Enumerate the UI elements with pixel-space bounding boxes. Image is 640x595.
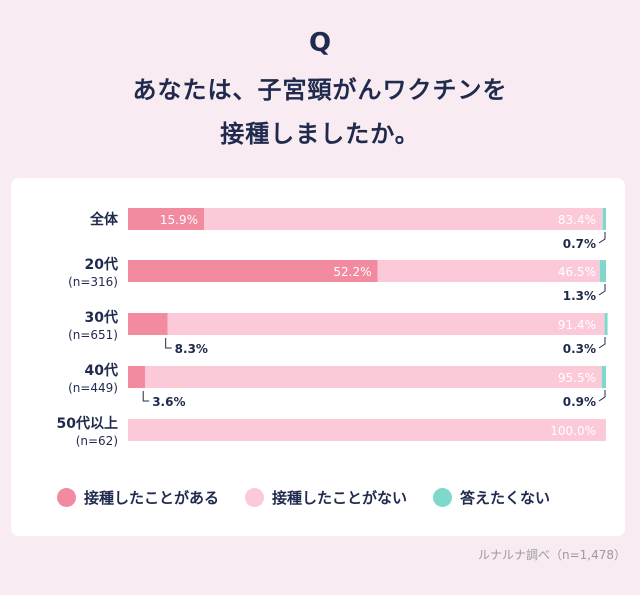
category-sublabel-30s: (n=651) bbox=[68, 328, 118, 342]
legend-label-not-vaccinated: 接種したことがない bbox=[272, 488, 408, 507]
bar-not-vaccinated-40s bbox=[145, 366, 602, 388]
stacked-bar-chart: 全体 15.9% 83.4% 0.7% 20代 (n=316) 52.2% 46.5% 1.3%… bbox=[57, 208, 608, 448]
legend-swatch-no-answer bbox=[433, 487, 453, 507]
bar-no-answer-all bbox=[602, 208, 606, 230]
source-note: ルナルナ調べ（n=1,478） bbox=[477, 548, 626, 562]
legend-label-vaccinated: 接種したことがある bbox=[84, 488, 220, 507]
leader-line-no-answer-30s bbox=[598, 337, 606, 349]
legend: 接種したことがある 接種したことがない 答えたくない bbox=[57, 485, 576, 509]
data-label-not-vaccinated-20s: 46.5% bbox=[558, 265, 596, 279]
chart-card: 全体 15.9% 83.4% 0.7% 20代 (n=316) 52.2% 46.5% 1.3%… bbox=[11, 178, 625, 536]
legend-swatch-vaccinated bbox=[57, 487, 76, 507]
data-label-no-answer-40s: 0.9% bbox=[563, 395, 596, 409]
bar-no-answer-30s bbox=[604, 313, 608, 335]
data-label-no-answer-all: 0.7% bbox=[563, 237, 596, 251]
bar-vaccinated-30s bbox=[128, 313, 168, 335]
question-title: あなたは、子宮頸がんワクチンを 接種しましたか。 bbox=[0, 68, 640, 156]
data-label-vaccinated-30s: 8.3% bbox=[175, 342, 208, 356]
data-label-vaccinated-all: 15.9% bbox=[160, 213, 198, 227]
data-label-not-vaccinated-40s: 95.5% bbox=[558, 371, 596, 385]
category-label-all: 全体 bbox=[89, 211, 119, 228]
leader-line-no-answer-all bbox=[598, 232, 606, 244]
category-label-50s-plus: 50代以上 bbox=[57, 415, 118, 432]
bar-no-answer-20s bbox=[599, 260, 606, 282]
legend-item-no-answer: 答えたくない bbox=[433, 487, 550, 508]
legend-label-no-answer: 答えたくない bbox=[460, 488, 551, 507]
bar-no-answer-40s bbox=[601, 366, 606, 388]
data-label-not-vaccinated-30s: 91.4% bbox=[558, 318, 596, 332]
question-mark: Q bbox=[308, 28, 332, 58]
leader-line-no-answer-20s bbox=[598, 284, 606, 296]
data-label-no-answer-30s: 0.3% bbox=[563, 342, 596, 356]
legend-item-vaccinated: 接種したことがある bbox=[57, 487, 219, 508]
category-sublabel-40s: (n=449) bbox=[68, 381, 118, 395]
question-title-line2: 接種しましたか。 bbox=[220, 120, 420, 148]
bar-not-vaccinated-20s bbox=[377, 260, 600, 282]
bar-vaccinated-20s bbox=[128, 260, 378, 282]
data-label-not-vaccinated-all: 83.4% bbox=[558, 213, 596, 227]
data-label-vaccinated-40s: 3.6% bbox=[152, 395, 185, 409]
category-label-20s: 20代 bbox=[85, 256, 118, 273]
question-title-line1: あなたは、子宮頸がんワクチンを bbox=[132, 76, 508, 104]
bar-not-vaccinated-all bbox=[204, 208, 603, 230]
bar-vaccinated-40s bbox=[128, 366, 146, 388]
data-label-vaccinated-20s: 52.2% bbox=[333, 265, 371, 279]
leader-line-vaccinated-40s bbox=[142, 391, 150, 402]
bar-vaccinated-all bbox=[128, 208, 205, 230]
bar-not-vaccinated-50s-plus bbox=[128, 419, 606, 441]
leader-line-vaccinated-30s bbox=[165, 338, 172, 349]
category-label-40s: 40代 bbox=[85, 362, 118, 379]
category-label-30s: 30代 bbox=[85, 309, 118, 326]
leader-line-no-answer-40s bbox=[598, 390, 606, 402]
category-sublabel-20s: (n=316) bbox=[68, 275, 118, 289]
data-label-no-answer-20s: 1.3% bbox=[563, 289, 596, 303]
data-label-not-vaccinated-50s-plus: 100.0% bbox=[550, 424, 596, 438]
legend-swatch-not-vaccinated bbox=[245, 487, 265, 507]
category-sublabel-50s-plus: (n=62) bbox=[76, 434, 118, 448]
bar-not-vaccinated-30s bbox=[167, 313, 605, 335]
legend-item-not-vaccinated: 接種したことがない bbox=[245, 487, 407, 508]
